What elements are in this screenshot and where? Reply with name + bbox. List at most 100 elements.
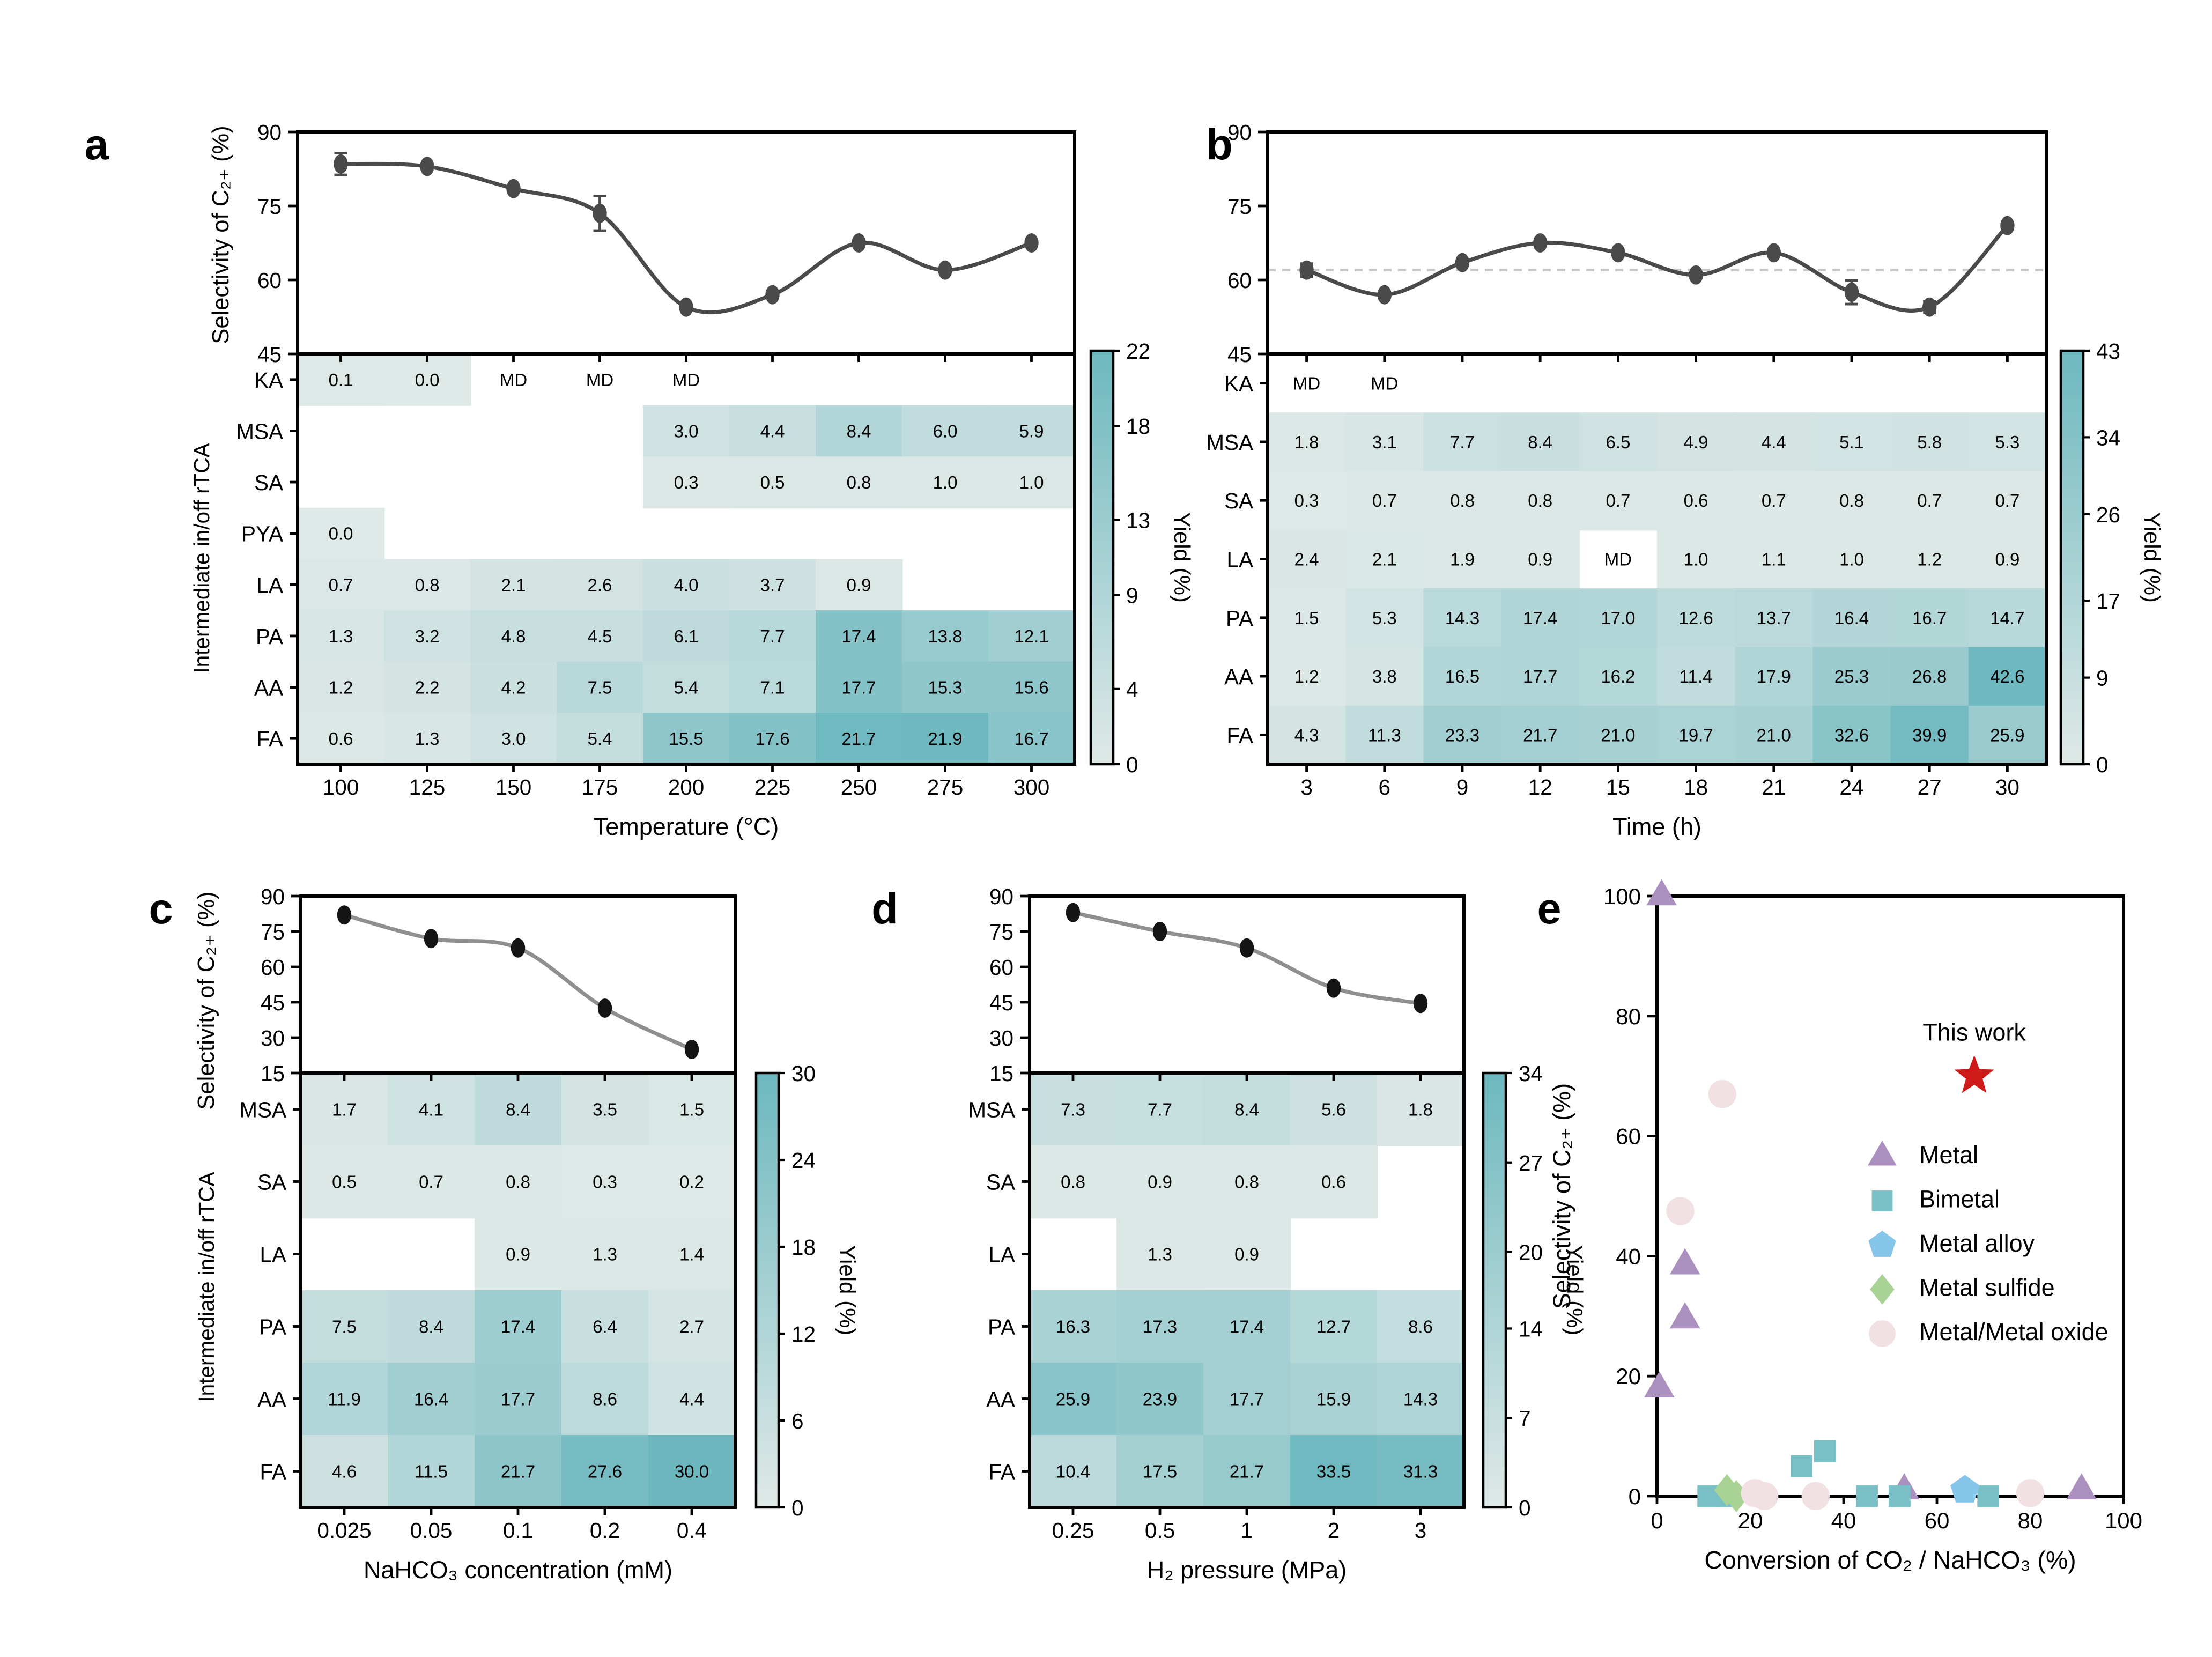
heatmap-cell — [1501, 529, 1580, 589]
heatmap-cell — [1501, 588, 1580, 648]
data-point — [1689, 265, 1703, 285]
heatmap-cell-value: 1.8 — [1294, 432, 1319, 452]
y-tick-label: 30 — [261, 1026, 285, 1051]
x-tick-label: 0.25 — [1052, 1518, 1094, 1543]
heatmap-a: 0.1 0.0 MD MD MD 3.0 4.4 8.4 6.0 5.9 0.3 0.5 0.8 1.0 1… — [298, 354, 1076, 765]
heatmap-cell — [648, 1435, 736, 1508]
colorbar-tick-label: 6 — [791, 1409, 804, 1433]
heatmap-cell — [1968, 647, 2047, 707]
y-axis-title-selectivity: Selectivity of C₂₊ (%) — [194, 891, 219, 1109]
row-label: FA — [260, 1460, 286, 1484]
x-tick-label: 1 — [1241, 1518, 1253, 1543]
heatmap-cell — [1657, 647, 1736, 707]
heatmap-cell-value: 21.9 — [928, 729, 962, 749]
heatmap-cell-value: 17.7 — [841, 678, 876, 698]
heatmap-cell — [557, 610, 644, 663]
heatmap-cell — [1501, 647, 1580, 707]
heatmap-cell — [816, 610, 903, 663]
heatmap-cell-value: 3.7 — [760, 575, 785, 595]
heatmap-cell-value: 33.5 — [1316, 1462, 1351, 1482]
heatmap-cell-value: 10.4 — [1056, 1462, 1090, 1482]
data-point — [2000, 216, 2015, 235]
x-tick-label: 225 — [754, 775, 791, 800]
heatmap-cell — [384, 610, 471, 663]
y-tick-label: 20 — [1616, 1364, 1641, 1389]
point-circle — [1801, 1482, 1830, 1511]
x-tick-label: 200 — [668, 775, 705, 800]
x-tick-label: 15 — [1606, 775, 1630, 800]
heatmap-cell — [1116, 1073, 1204, 1146]
heatmap-cell-value: 25.9 — [1056, 1389, 1090, 1409]
colorbar-tick-label: 22 — [1126, 339, 1150, 364]
heatmap-cell — [816, 559, 903, 611]
selectivity-line — [1306, 224, 2009, 313]
heatmap-cell — [475, 1218, 563, 1291]
heatmap-cell — [816, 661, 903, 714]
heatmap-cell-value: 4.0 — [674, 575, 699, 595]
y-axis-title-selectivity: Selectivity of C₂₊ (%) — [208, 125, 234, 344]
colorbar — [1482, 1071, 1507, 1509]
heatmap-cell — [470, 610, 558, 663]
heatmap-cell-value: 3.1 — [1372, 432, 1397, 452]
heatmap-cell-value: 8.4 — [1528, 432, 1552, 452]
row-label: MSA — [236, 419, 283, 443]
heatmap-cell — [298, 661, 385, 714]
colorbar-tick-label: 24 — [791, 1148, 816, 1173]
x-tick-label: 2 — [1328, 1518, 1340, 1543]
heatmap-cell-value: 0.9 — [847, 575, 871, 595]
point-circle — [1750, 1482, 1779, 1511]
heatmap-cell-value: 8.4 — [847, 421, 871, 441]
row-label: KA — [1224, 372, 1253, 396]
heatmap-cell-value: 4.4 — [1762, 432, 1786, 452]
row-label: AA — [986, 1387, 1015, 1412]
heatmap-cell-value: 4.4 — [679, 1389, 704, 1409]
x-tick-label: 250 — [841, 775, 877, 800]
heatmap-cell — [384, 713, 471, 765]
heatmap-cell — [388, 1145, 476, 1219]
heatmap-cell — [298, 354, 385, 406]
selectivity-line — [341, 161, 1032, 315]
heatmap-cell-value: 1.1 — [1762, 550, 1786, 569]
heatmap-cell-value: 3.2 — [415, 626, 440, 646]
heatmap-cell — [1735, 705, 1814, 765]
heatmap-cell — [1290, 1435, 1378, 1508]
heatmap-cell — [729, 610, 817, 663]
heatmap-d: 7.3 7.7 8.4 5.6 1.8 0.8 0.9 0.8 0.6 1.3 0.9 16.3 17.… — [1030, 1073, 1465, 1508]
row-label: LA — [260, 1242, 286, 1267]
colorbar-label: Yield (%) — [835, 1245, 860, 1336]
heatmap-cell-value: 7.7 — [760, 626, 785, 646]
row-label: LA — [988, 1242, 1015, 1267]
heatmap-cell-value: 3.0 — [501, 729, 526, 749]
heatmap-cell-value: 17.7 — [1523, 667, 1557, 686]
y-tick-label: 60 — [989, 955, 1013, 980]
heatmap-cell-value: 4.3 — [1294, 725, 1319, 745]
heatmap-cell — [301, 1363, 389, 1436]
data-point — [679, 297, 693, 317]
x-tick-label: 40 — [1831, 1508, 1856, 1533]
heatmap-cell — [1345, 647, 1424, 707]
colorbar-tick-label: 0 — [1126, 752, 1138, 777]
row-label: SA — [257, 1170, 286, 1195]
heatmap-cell-value: 0.0 — [415, 370, 440, 390]
x-tick-label: 0.4 — [677, 1518, 707, 1543]
heatmap-cell-value: 0.0 — [329, 524, 353, 544]
heatmap-cell-value: 0.8 — [1450, 491, 1475, 511]
heatmap-cell-value: 16.2 — [1601, 667, 1635, 686]
heatmap-cell — [298, 507, 385, 560]
heatmap-cell-value: 4.2 — [501, 678, 526, 698]
x-tick-label: 80 — [2018, 1508, 2043, 1533]
heatmap-cell-value: 5.3 — [1372, 608, 1397, 628]
heatmap-cell — [1203, 1218, 1291, 1291]
heatmap-cell — [298, 713, 385, 765]
heatmap-cell — [729, 713, 817, 765]
heatmap-cell-value: 13.8 — [928, 626, 962, 646]
data-point — [1299, 260, 1314, 280]
x-tick-label: 24 — [1839, 775, 1863, 800]
heatmap-cell-value: 6.1 — [674, 626, 699, 646]
colorbar — [1089, 349, 1115, 766]
legend-marker-diamond — [1870, 1274, 1895, 1305]
x-tick-label: 6 — [1379, 775, 1391, 800]
heatmap-cell-value: 4.6 — [332, 1462, 357, 1482]
data-point — [597, 998, 612, 1018]
heatmap-cell-value: 12.1 — [1014, 626, 1048, 646]
